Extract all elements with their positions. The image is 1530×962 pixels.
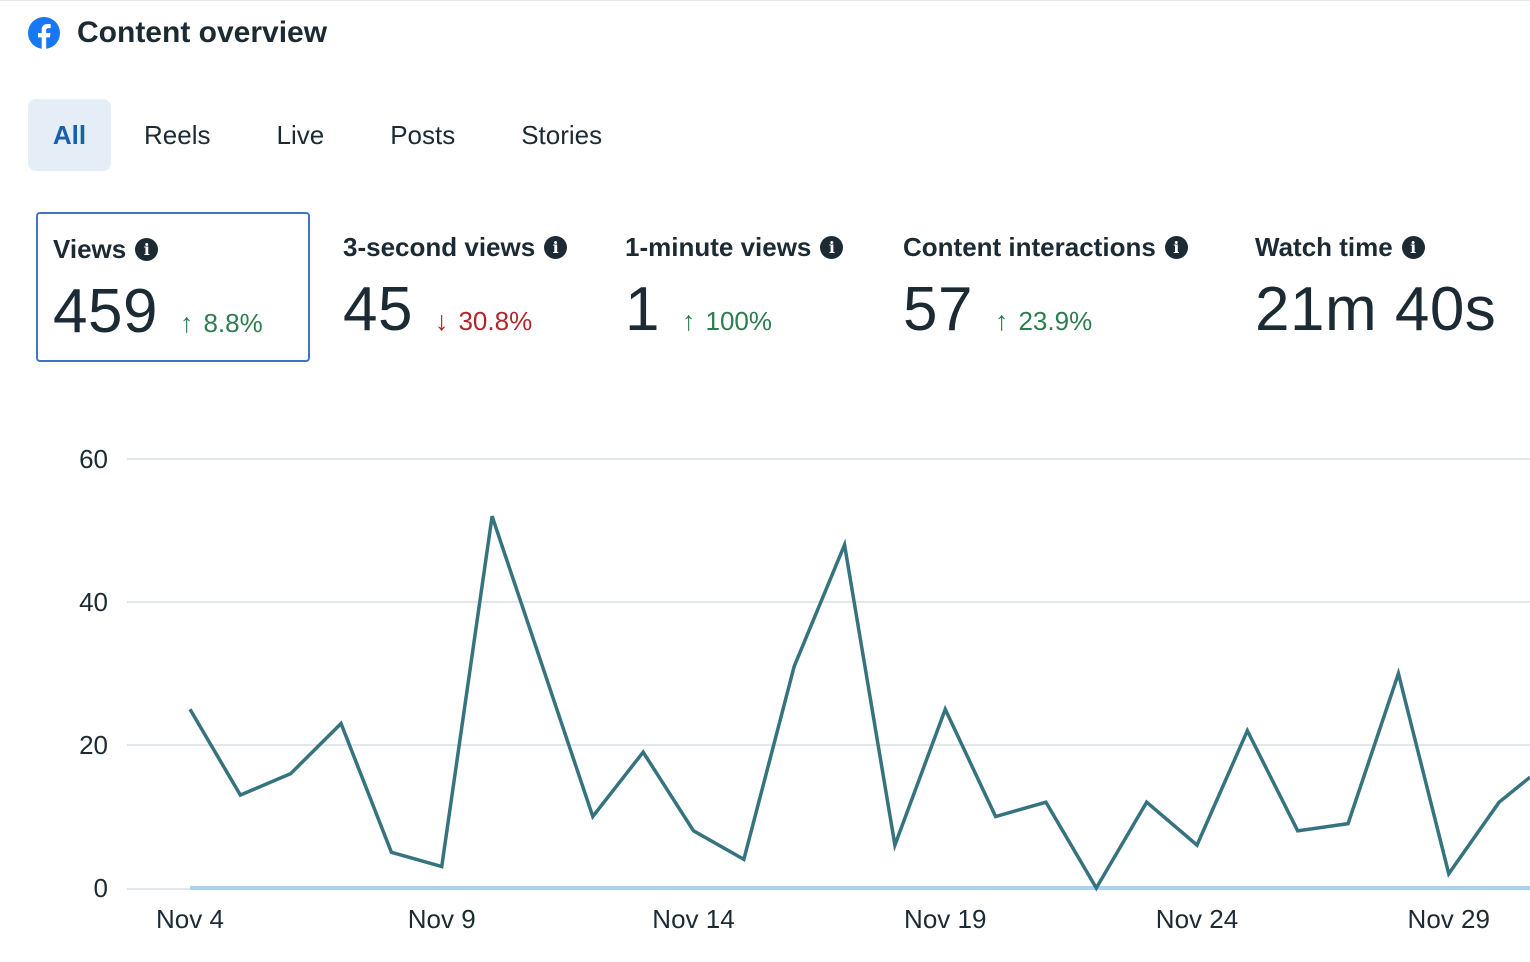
data-point[interactable] (536, 660, 548, 672)
data-point[interactable] (939, 703, 951, 715)
metric-label: 1-minute views (625, 232, 812, 262)
data-point[interactable] (486, 510, 498, 522)
page-title: Content overview (77, 16, 328, 49)
data-point[interactable] (587, 811, 599, 823)
metric-change-value: 8.8% (203, 308, 263, 338)
metric-label: 3-second views (343, 232, 536, 262)
data-point[interactable] (1342, 818, 1354, 830)
data-point[interactable] (1191, 839, 1203, 851)
tab-label: Posts (390, 119, 456, 150)
y-tick-label: 0 (94, 873, 108, 903)
data-point[interactable] (1040, 796, 1052, 808)
metric-value: 459 (53, 277, 158, 346)
data-point[interactable] (285, 768, 297, 780)
tab-reels[interactable]: Reels (111, 99, 243, 171)
metric-change-value: 23.9% (1018, 306, 1093, 336)
metric-card-1-minute-views[interactable]: 1-minute views i 1 ↑ 100% (610, 212, 872, 362)
metric-change: ↓ 30.8% (435, 306, 532, 337)
tab-label: Reels (144, 119, 211, 150)
metric-card-watch-time[interactable]: Watch time i 21m 40s (1240, 212, 1530, 362)
data-point[interactable] (184, 703, 196, 715)
metric-card-views[interactable]: Views i 459 ↑ 8.8% (36, 212, 310, 362)
top-divider (0, 0, 1530, 1)
info-icon[interactable]: i (544, 236, 568, 259)
x-tick-label: Nov 24 (1156, 904, 1238, 934)
data-point[interactable] (889, 839, 901, 851)
metric-value: 1 (625, 275, 660, 344)
arrow-up-icon: ↑ (994, 306, 1009, 336)
x-tick-label: Nov 19 (904, 904, 986, 934)
x-tick-label: Nov 14 (652, 904, 734, 934)
data-point[interactable] (1090, 882, 1102, 894)
metric-change-value: 30.8% (458, 306, 533, 336)
metric-change: ↑ 8.8% (180, 308, 263, 339)
info-icon[interactable]: i (135, 238, 159, 261)
data-point[interactable] (788, 660, 800, 672)
y-tick-label: 40 (79, 587, 108, 617)
metric-value: 21m 40s (1255, 275, 1497, 344)
tab-label: Stories (521, 119, 603, 150)
tab-posts[interactable]: Posts (357, 99, 488, 171)
tab-label: Live (276, 119, 325, 150)
data-point[interactable] (1443, 868, 1455, 880)
data-point[interactable] (335, 718, 347, 730)
data-point[interactable] (688, 825, 700, 837)
page-header: Content overview (28, 14, 327, 52)
data-point[interactable] (1392, 668, 1404, 680)
metric-label: Content interactions (903, 232, 1156, 262)
facebook-logo-icon (28, 17, 60, 49)
metric-card-3-second-views[interactable]: 3-second views i 45 ↓ 30.8% (328, 212, 590, 362)
x-tick-label: Nov 9 (408, 904, 476, 934)
data-point[interactable] (385, 846, 397, 858)
metric-card-content-interactions[interactable]: Content interactions i 57 ↑ 23.9% (888, 212, 1228, 362)
data-point[interactable] (839, 539, 851, 551)
arrow-down-icon: ↓ (434, 306, 449, 336)
tab-all[interactable]: All (28, 99, 111, 171)
data-point[interactable] (738, 853, 750, 865)
data-point[interactable] (234, 789, 246, 801)
tab-stories[interactable]: Stories (488, 99, 635, 171)
arrow-up-icon: ↑ (681, 306, 696, 336)
metric-label: Watch time (1255, 232, 1393, 262)
metric-change-value: 100% (705, 306, 772, 336)
data-point[interactable] (637, 746, 649, 758)
metric-change: ↑ 100% (682, 306, 772, 337)
info-icon[interactable]: i (1401, 236, 1425, 259)
data-point[interactable] (990, 811, 1002, 823)
tab-label: All (52, 119, 87, 150)
metric-label: Views (53, 234, 127, 264)
x-tick-label: Nov 29 (1408, 904, 1490, 934)
info-icon[interactable]: i (1164, 236, 1188, 259)
views-series-line (188, 515, 1530, 892)
data-point[interactable] (436, 861, 448, 873)
data-point[interactable] (1241, 725, 1253, 737)
content-type-tabs: All Reels Live Posts Stories (28, 99, 635, 171)
data-point[interactable] (1493, 796, 1505, 808)
info-icon[interactable]: i (820, 236, 844, 259)
metric-change: ↑ 23.9% (995, 306, 1092, 337)
y-tick-label: 60 (79, 444, 108, 474)
y-tick-label: 20 (79, 730, 108, 760)
x-tick-label: Nov 4 (156, 904, 224, 934)
data-point[interactable] (1292, 825, 1304, 837)
tab-live[interactable]: Live (243, 99, 357, 171)
metric-value: 45 (343, 275, 413, 344)
metrics-row: Views i 459 ↑ 8.8% 3-second views i 45 ↓… (0, 212, 1530, 364)
data-point[interactable] (1141, 796, 1153, 808)
arrow-up-icon: ↑ (179, 308, 194, 338)
metric-value: 57 (903, 275, 973, 344)
